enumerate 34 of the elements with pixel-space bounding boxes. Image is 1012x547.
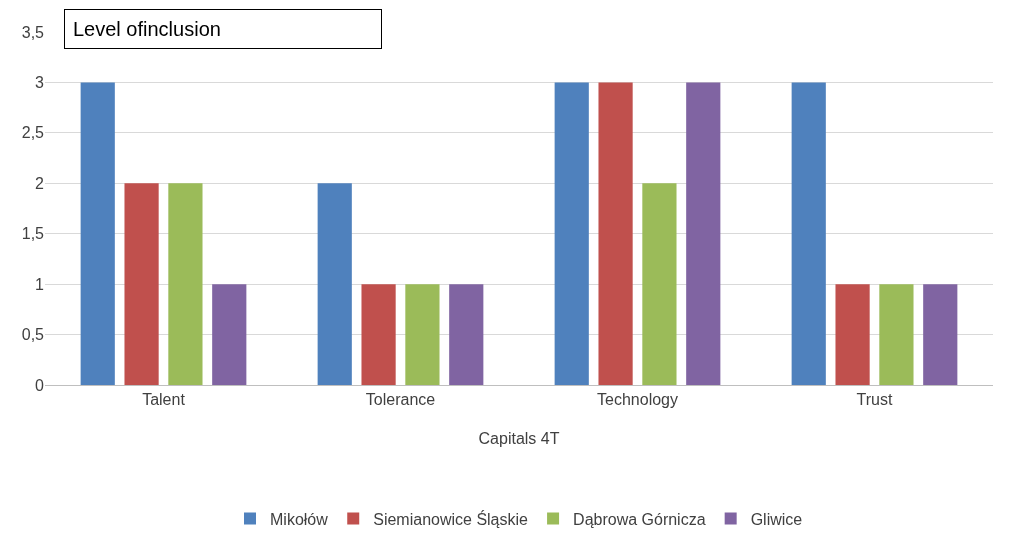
legend-label: Dąbrowa Górnicza xyxy=(573,510,706,528)
bar xyxy=(405,284,440,385)
y-tick-label: 0 xyxy=(35,376,45,394)
y-tick-label: 1 xyxy=(35,275,45,293)
legend-label: Siemianowice Śląskie xyxy=(373,509,529,528)
y-tick-label: 1,5 xyxy=(21,225,45,243)
y-tick-label: 0,5 xyxy=(21,326,45,344)
x-axis-title: Capitals 4T xyxy=(478,429,560,447)
bar xyxy=(554,82,589,385)
bar xyxy=(879,284,914,385)
bar xyxy=(317,183,352,385)
x-tick-label: Talent xyxy=(142,391,186,409)
bar xyxy=(212,284,247,385)
y-tick-label: 3 xyxy=(35,74,45,92)
x-tick-label: Technology xyxy=(597,391,678,409)
x-tick-label: Tolerance xyxy=(365,391,436,409)
bar xyxy=(598,82,633,385)
bar xyxy=(80,82,115,385)
x-tick-label: Trust xyxy=(856,391,893,409)
bar xyxy=(791,82,826,385)
legend-label: Gliwice xyxy=(750,510,803,528)
bar xyxy=(124,183,159,385)
bar xyxy=(168,183,203,385)
bar xyxy=(642,183,677,385)
legend-label: Mikołów xyxy=(270,510,329,528)
y-tick-label: 2,5 xyxy=(21,124,45,142)
bar xyxy=(449,284,484,385)
bar xyxy=(686,82,721,385)
y-tick-label: 2 xyxy=(35,174,45,192)
bar xyxy=(923,284,958,385)
chart-title: Level ofinclusion xyxy=(73,18,221,40)
y-tick-label: 3,5 xyxy=(21,23,45,41)
bar xyxy=(835,284,870,385)
bar xyxy=(361,284,396,385)
